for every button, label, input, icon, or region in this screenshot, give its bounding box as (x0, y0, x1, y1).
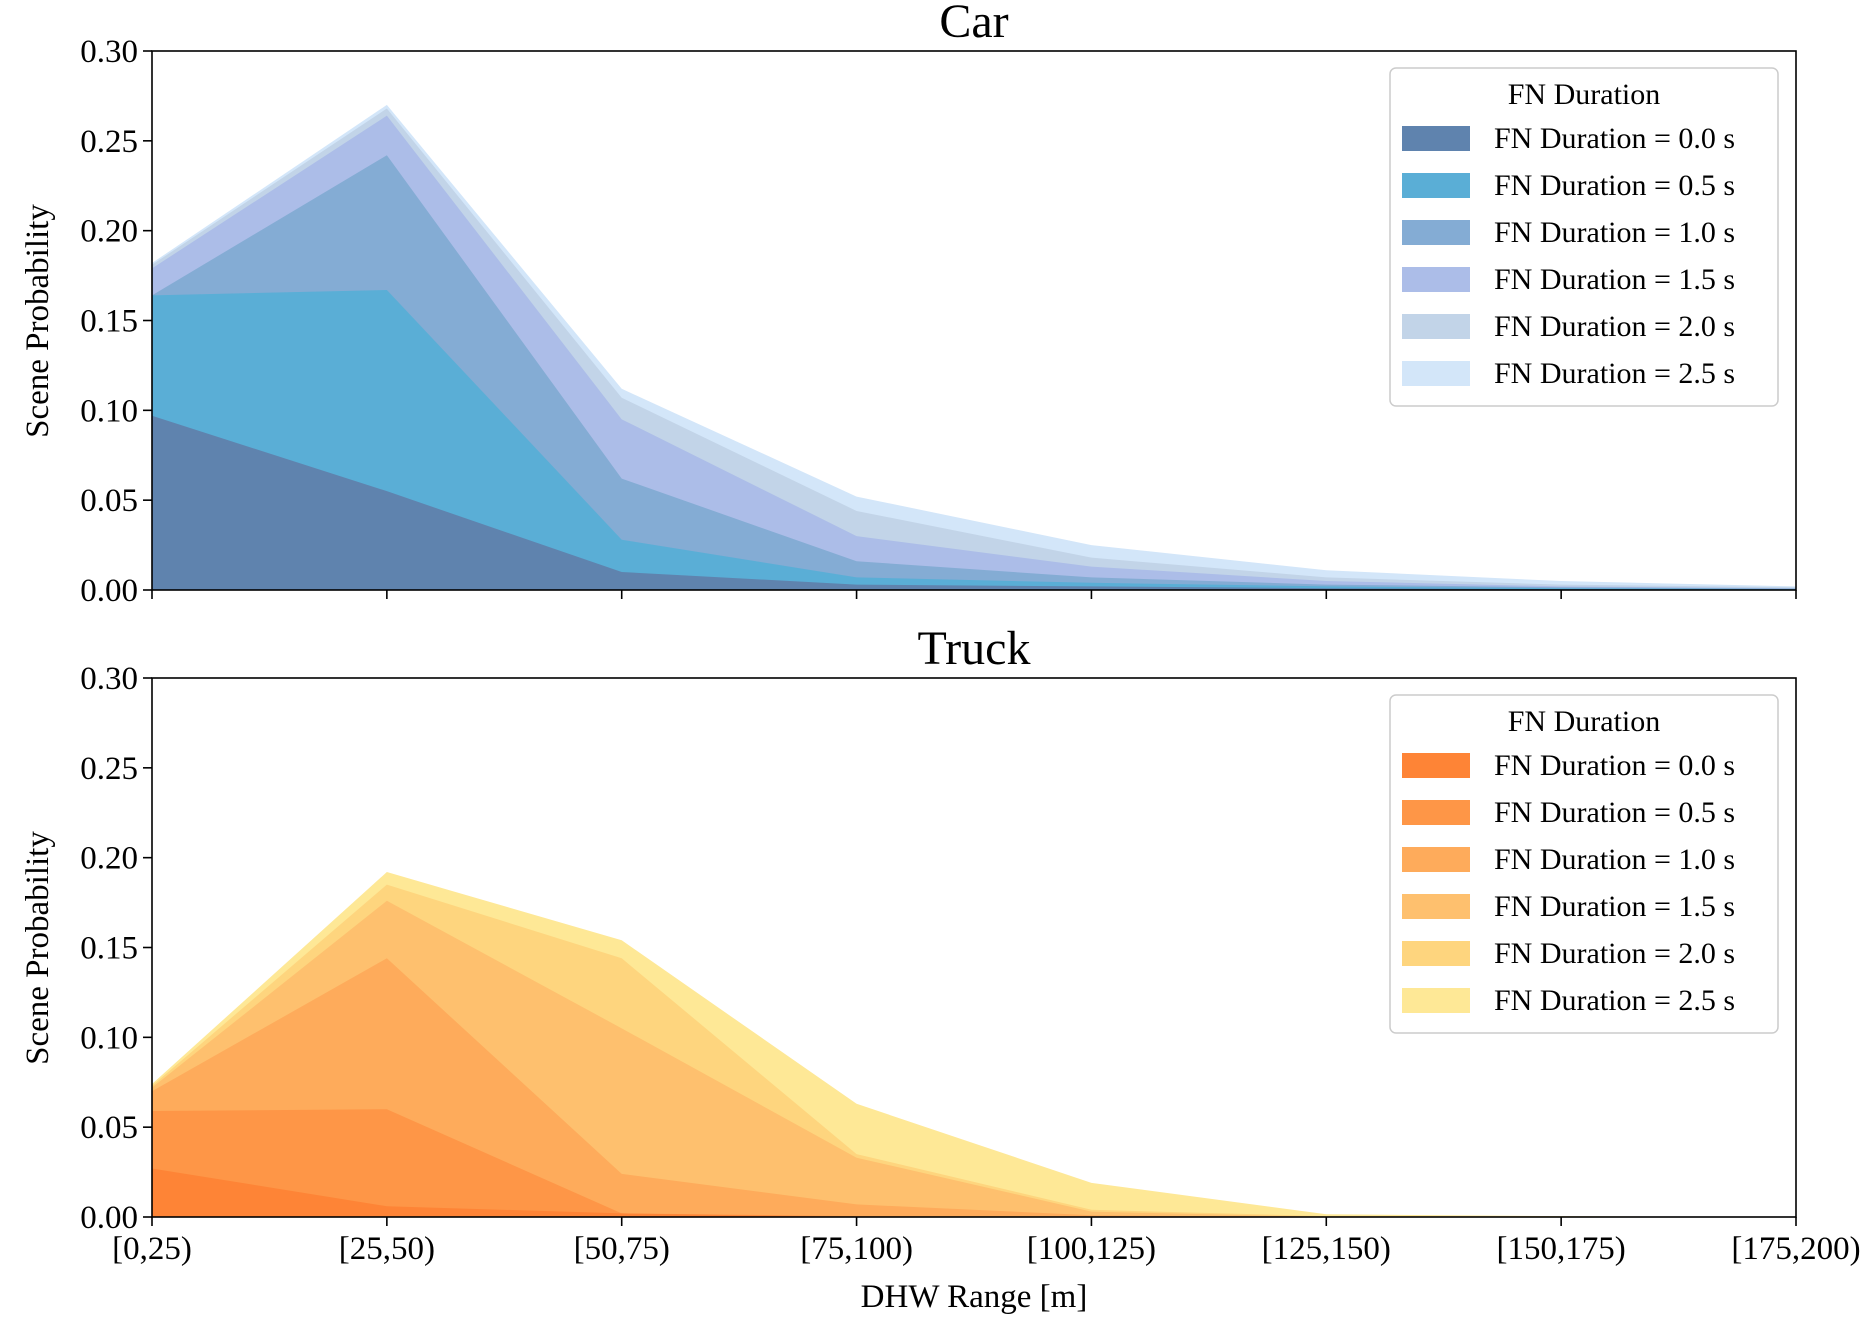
y-tick-label: 0.25 (80, 751, 138, 787)
car-panel: Car Scene Probability 0.000.050.100.150.… (20, 0, 1797, 609)
legend-label: FN Duration = 0.5 s (1494, 796, 1735, 829)
y-axis-ticks: 0.00 0.05 0.10 0.15 0.20 0.25 0.30 (80, 661, 152, 1236)
plot-frame (151, 50, 1797, 591)
y-tick-label: 0.25 (80, 124, 138, 160)
legend-label: FN Duration = 0.5 s (1494, 169, 1735, 202)
y-axis-label: Scene Probability (20, 831, 56, 1065)
x-tick-label: [0,25) (112, 1231, 192, 1267)
legend: FN Duration FN Duration = 0.0 sFN Durati… (1389, 694, 1779, 1034)
legend-label: FN Duration = 2.5 s (1494, 357, 1735, 390)
panel-title: Truck (918, 622, 1031, 675)
plot-frame (151, 677, 1797, 1218)
y-tick-label: 0.30 (80, 661, 138, 697)
area-series-0 (152, 415, 1796, 590)
x-tick-label: [75,100) (800, 1231, 913, 1267)
legend-label: FN Duration = 1.0 s (1494, 216, 1735, 249)
x-tick-label: [50,75) (574, 1231, 670, 1267)
legend-swatch (1402, 220, 1470, 245)
legend-frame (1389, 694, 1779, 1034)
legend-label: FN Duration = 1.0 s (1494, 843, 1735, 876)
area-layer (152, 104, 1796, 591)
x-tick-label: [25,50) (339, 1231, 435, 1267)
x-tick-label: [175,200) (1731, 1231, 1860, 1267)
y-tick-label: 0.15 (80, 931, 138, 967)
y-tick-label: 0.20 (80, 841, 138, 877)
area-series-1 (152, 289, 1796, 590)
y-tick-label: 0.30 (80, 34, 138, 70)
legend-swatch (1402, 126, 1470, 151)
legend-swatch (1402, 988, 1470, 1013)
y-tick-label: 0.15 (80, 304, 138, 340)
y-tick-label: 0.05 (80, 1110, 138, 1146)
legend-label: FN Duration = 0.0 s (1494, 749, 1735, 782)
y-tick-label: 0.20 (80, 214, 138, 250)
legend-swatch (1402, 267, 1470, 292)
legend-label: FN Duration = 1.5 s (1494, 890, 1735, 923)
legend-label: FN Duration = 1.5 s (1494, 263, 1735, 296)
legend-entries: FN Duration = 0.0 s FN Duration = 0.5 s FN… (1402, 749, 1735, 1017)
x-tick-label: [150,175) (1497, 1231, 1626, 1267)
legend-frame (1389, 67, 1779, 407)
legend-swatch (1402, 847, 1470, 872)
x-tick-label: [100,125) (1027, 1231, 1156, 1267)
legend-swatch (1402, 894, 1470, 919)
area-series-1 (152, 1109, 1796, 1217)
y-tick-label: 0.00 (80, 1200, 138, 1236)
area-series-2 (152, 958, 1796, 1217)
legend-label: FN Duration = 2.0 s (1494, 310, 1735, 343)
y-axis-label: Scene Probability (20, 204, 56, 438)
legend-swatch (1402, 361, 1470, 386)
x-axis-ticks: [0,25) [25,50) [50,75) [75,100) [100,125) [12… (112, 1217, 1861, 1267)
area-layer (152, 872, 1796, 1217)
panel-title: Car (939, 0, 1008, 48)
legend-swatch (1402, 173, 1470, 198)
legend-label: FN Duration = 2.5 s (1494, 984, 1735, 1017)
legend-swatch (1402, 800, 1470, 825)
legend: FN Duration FN Duration = 0.0 sFN Durati… (1389, 67, 1779, 407)
truck-panel: Truck Scene Probability 0.00 0.05 0.10 0.15… (20, 622, 1861, 1315)
y-tick-label: 0.05 (80, 483, 138, 519)
legend-swatch (1402, 753, 1470, 778)
legend-title: FN Duration (1508, 78, 1661, 111)
legend-label: FN Duration = 0.0 s (1494, 122, 1735, 155)
y-tick-label: 0.10 (80, 1020, 138, 1056)
legend-entries: FN Duration = 0.0 s FN Duration = 0.5 s FN… (1402, 122, 1735, 390)
x-tick-label: [125,150) (1262, 1231, 1391, 1267)
x-axis-label: DHW Range [m] (861, 1279, 1088, 1315)
legend-swatch (1402, 314, 1470, 339)
legend-swatch (1402, 941, 1470, 966)
area-series-0 (152, 1168, 1796, 1217)
y-tick-label: 0.00 (80, 573, 138, 609)
y-axis-ticks: 0.00 0.05 0.10 0.15 0.20 0.25 0.30 (80, 34, 152, 609)
legend-label: FN Duration = 2.0 s (1494, 937, 1735, 970)
y-tick-label: 0.10 (80, 393, 138, 429)
legend-title: FN Duration (1508, 705, 1661, 738)
x-axis-ticks (151, 590, 1797, 599)
